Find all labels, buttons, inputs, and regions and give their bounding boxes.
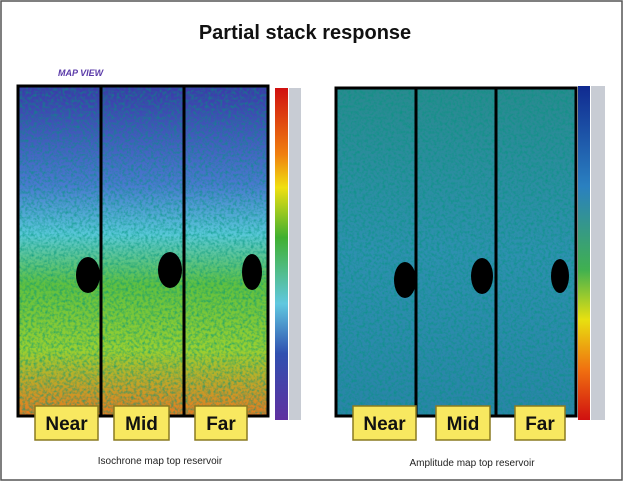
blob [471, 258, 493, 294]
caption: Amplitude map top reservoir [409, 458, 535, 469]
caption: Isochrone map top reservoir [98, 456, 223, 467]
colorbar-scale [289, 88, 301, 420]
amplitude-panel [336, 86, 605, 420]
stack-label: Near [363, 414, 406, 435]
slide: Partial stack response MAP VIEW Near Mid F… [0, 0, 624, 482]
isochrone-panel [18, 86, 301, 420]
stack-label: Near [45, 414, 88, 435]
page: {"header": {"title": "Partial stack resp… [0, 0, 624, 482]
stack-label: Far [525, 414, 555, 435]
blob [394, 262, 416, 298]
colorbar [275, 88, 288, 420]
stack-label: Mid [447, 414, 480, 435]
map-texture [18, 86, 268, 416]
colorbar-scale [591, 86, 605, 420]
blob [76, 257, 100, 293]
subtitle: MAP VIEW [58, 68, 105, 78]
colorbar [578, 86, 590, 420]
blob [158, 252, 182, 288]
stack-label: Mid [125, 414, 158, 435]
blob [551, 259, 569, 293]
blob [242, 254, 262, 290]
stack-label: Far [206, 414, 236, 435]
title: Partial stack response [199, 22, 411, 44]
map-texture [336, 88, 576, 416]
